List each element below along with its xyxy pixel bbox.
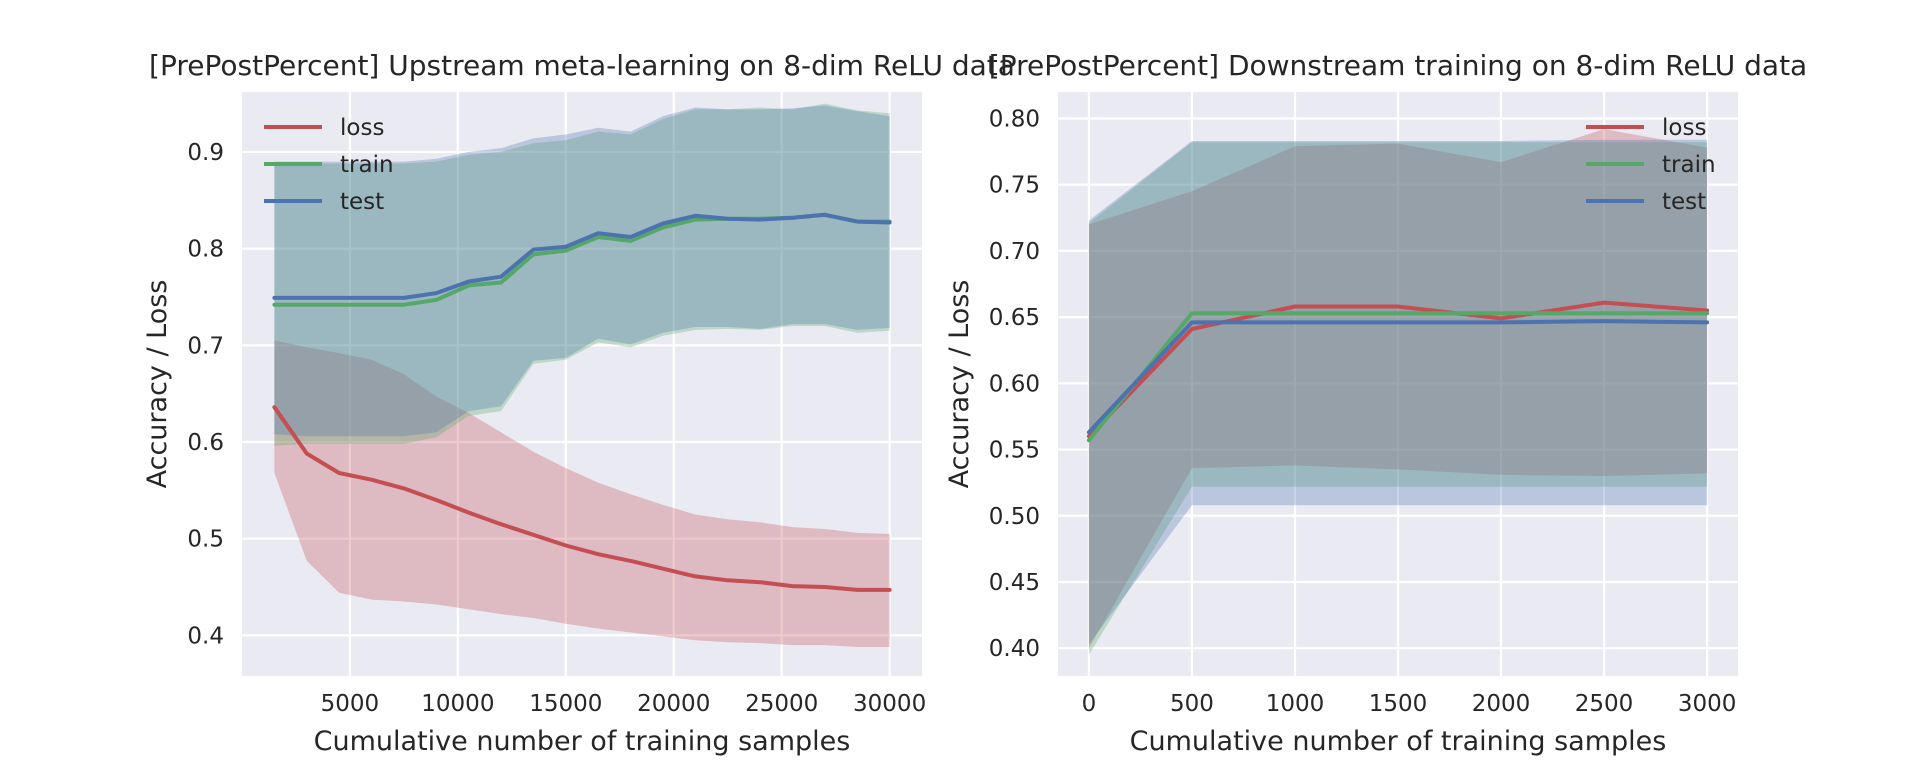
upstream-test-band [274,105,890,437]
downstream-y-tick-label: 0.60 [989,371,1040,397]
upstream-tick-labels: 5000 10000 15000 20000 25000 30000 0.4 0.5 0.6 0.… [187,140,926,717]
upstream-y-tick-label: 0.6 [187,430,224,456]
downstream-x-tick-label: 500 [1170,691,1214,717]
downstream-train-line [1086,311,1710,443]
upstream-y-tick-label: 0.4 [187,623,224,649]
downstream-y-tick-label: 0.65 [989,305,1040,331]
upstream-loss-line [272,405,892,592]
upstream-train-band [274,103,890,446]
downstream-x-axis-label: Cumulative number of training samples [1130,726,1667,757]
downstream-y-tick-label: 0.80 [989,106,1040,132]
upstream-series-lines [272,212,892,592]
downstream-legend-label-train: train [1662,152,1716,178]
downstream-y-tick-label: 0.50 [989,504,1040,530]
upstream-legend: loss train test [264,115,394,215]
upstream-test-line [272,212,892,300]
downstream-legend-label-test: test [1662,189,1706,215]
upstream-y-tick-label: 0.7 [187,333,224,359]
downstream-loss-band [1088,129,1708,649]
downstream-train-band [1088,142,1708,655]
upstream-loss-band [274,340,890,647]
upstream-x-axis-label: Cumulative number of training samples [314,726,851,757]
downstream-x-tick-label: 2000 [1472,691,1531,717]
upstream-y-tick-label: 0.5 [187,527,224,553]
downstream-chart: 0 500 1000 1500 2000 2500 3000 0.40 0.45 0.50 0.55… [944,49,1807,757]
upstream-chart: 5000 10000 15000 20000 25000 30000 0.4 0.5 0.6 0.… [142,49,1015,757]
downstream-y-tick-label: 0.55 [989,438,1040,464]
upstream-x-tick-label: 5000 [321,691,380,717]
downstream-test-band [1088,139,1708,645]
downstream-grid [1058,92,1738,676]
downstream-tick-labels: 0 500 1000 1500 2000 2500 3000 0.40 0.45 0.50 0.55… [989,106,1737,717]
downstream-x-tick-label: 0 [1082,691,1097,717]
downstream-y-tick-label: 0.40 [989,636,1040,662]
downstream-y-tick-label: 0.45 [989,570,1040,596]
downstream-y-tick-label: 0.70 [989,239,1040,265]
upstream-y-tick-label: 0.8 [187,237,224,263]
downstream-x-tick-label: 2500 [1575,691,1634,717]
upstream-legend-label-loss: loss [340,115,384,141]
downstream-x-tick-label: 3000 [1678,691,1737,717]
upstream-x-tick-label: 25000 [745,691,818,717]
upstream-legend-label-test: test [340,189,384,215]
downstream-x-tick-label: 1500 [1369,691,1428,717]
downstream-series-lines [1086,300,1710,443]
downstream-y-tick-label: 0.75 [989,173,1040,199]
downstream-chart-title: [PrePostPercent] Downstream training on … [989,49,1807,82]
upstream-y-axis-label: Accuracy / Loss [142,280,173,489]
upstream-y-tick-label: 0.9 [187,140,224,166]
upstream-x-tick-label: 10000 [421,691,494,717]
downstream-test-line [1086,319,1710,435]
downstream-confidence-bands [1088,129,1708,655]
downstream-legend-label-loss: loss [1662,115,1706,141]
upstream-grid [242,92,922,676]
downstream-loss-line [1086,300,1710,439]
upstream-x-tick-label: 20000 [637,691,710,717]
downstream-x-tick-label: 1000 [1266,691,1325,717]
upstream-plot-area [242,92,922,676]
upstream-confidence-bands [274,103,890,647]
upstream-legend-label-train: train [340,152,394,178]
upstream-x-tick-label: 15000 [529,691,602,717]
downstream-legend: loss train test [1586,115,1716,215]
upstream-x-tick-label: 30000 [853,691,926,717]
downstream-y-axis-label: Accuracy / Loss [944,280,975,489]
upstream-chart-title: [PrePostPercent] Upstream meta-learning … [149,49,1015,82]
